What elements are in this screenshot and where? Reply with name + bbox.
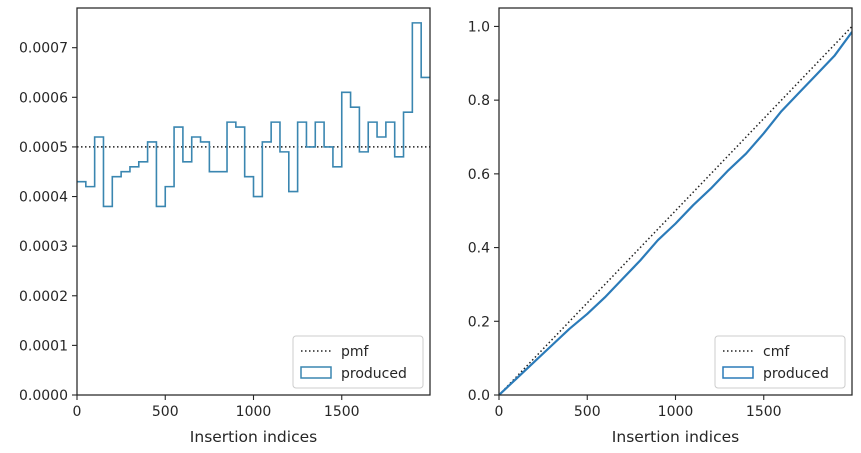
pmf-legend-produced-label: produced bbox=[341, 366, 407, 382]
pmf-bin-1 bbox=[86, 186, 95, 188]
pmf-x-axis-label: Insertion indices bbox=[190, 428, 317, 446]
pmf-bin-12 bbox=[183, 161, 192, 163]
pmf-xtick-label-2: 1000 bbox=[236, 404, 272, 420]
cmf-ytick-label-4: 0.8 bbox=[468, 93, 490, 109]
pmf-legend-pmf-label: pmf bbox=[341, 344, 370, 360]
pmf-bin-36 bbox=[395, 156, 404, 158]
pmf-bin-31 bbox=[351, 106, 360, 108]
pmf-bin-35 bbox=[386, 121, 395, 123]
pmf-bin-38 bbox=[412, 22, 421, 24]
pmf-ytick-label-5: 0.0005 bbox=[19, 140, 68, 156]
cmf-series-cmf-line bbox=[499, 25, 852, 395]
cmf-ytick-label-0: 0.0 bbox=[468, 388, 490, 404]
pmf-bin-13 bbox=[192, 136, 201, 138]
pmf-bin-8 bbox=[148, 141, 157, 143]
pmf-bin-15 bbox=[209, 171, 218, 173]
pmf-bin-7 bbox=[139, 161, 148, 163]
pmf-bin-27 bbox=[315, 121, 324, 123]
cmf-legend-cmf-label: cmf bbox=[763, 344, 790, 360]
cmf-ytick-label-3: 0.6 bbox=[468, 167, 490, 183]
pmf-bin-19 bbox=[245, 176, 254, 178]
pmf-bin-23 bbox=[280, 151, 289, 153]
cmf-xtick-label-1: 500 bbox=[574, 404, 601, 420]
cmf-ytick-label-2: 0.4 bbox=[468, 241, 490, 257]
pmf-bin-4 bbox=[112, 176, 121, 178]
pmf-legend-produced-swatch bbox=[300, 366, 332, 379]
pmf-bin-33 bbox=[368, 121, 377, 123]
pmf-bin-32 bbox=[359, 151, 368, 153]
cmf-legend-box bbox=[714, 335, 846, 389]
pmf-plot-area bbox=[77, 22, 430, 208]
pmf-bin-16 bbox=[218, 171, 227, 173]
cmf-xtick-label-2: 1000 bbox=[658, 404, 694, 420]
pmf-ytick-label-1: 0.0001 bbox=[19, 338, 68, 354]
pmf-bin-5 bbox=[121, 171, 130, 173]
pmf-bin-14 bbox=[201, 141, 210, 143]
pmf-bin-9 bbox=[156, 205, 165, 207]
pmf-ticks: 0 500 1000 1500 0.0000 0.0001 0.0002 0.0003 0.00… bbox=[19, 41, 360, 420]
cmf-xtick-label-3: 1500 bbox=[746, 404, 782, 420]
pmf-legend-box bbox=[292, 335, 424, 389]
pmf-bin-2 bbox=[95, 136, 104, 138]
pmf-bin-18 bbox=[236, 126, 245, 128]
pmf-bin-0 bbox=[77, 181, 86, 183]
cmf-plot-area bbox=[498, 25, 853, 396]
pmf-bin-22 bbox=[271, 121, 280, 123]
pmf-bin-10 bbox=[165, 186, 174, 188]
cmf-ytick-label-5: 1.0 bbox=[468, 19, 490, 35]
pmf-ytick-label-0: 0.0000 bbox=[19, 388, 68, 404]
pmf-bin-11 bbox=[174, 126, 183, 128]
pmf-ytick-label-7: 0.0007 bbox=[19, 41, 68, 57]
cmf-legend-produced-swatch bbox=[722, 366, 754, 379]
pmf-bin-3 bbox=[103, 205, 112, 207]
pmf-ytick-label-2: 0.0002 bbox=[19, 289, 68, 305]
pmf-bin-37 bbox=[404, 111, 413, 113]
pmf-bin-24 bbox=[289, 191, 298, 193]
pmf-series-produced-step bbox=[77, 22, 430, 208]
cmf-x-axis-label: Insertion indices bbox=[612, 428, 739, 446]
pmf-legend: pmf produced bbox=[292, 335, 424, 389]
pmf-ytick-label-4: 0.0004 bbox=[19, 190, 68, 206]
pmf-ytick-label-3: 0.0003 bbox=[19, 239, 68, 255]
pmf-bin-20 bbox=[254, 196, 263, 198]
pmf-bin-28 bbox=[324, 146, 333, 148]
pmf-ytick-label-6: 0.0006 bbox=[19, 90, 68, 106]
pmf-xtick-label-1: 500 bbox=[152, 404, 179, 420]
pmf-bin-34 bbox=[377, 136, 386, 138]
pmf-xtick-label-3: 1500 bbox=[324, 404, 360, 420]
pmf-bin-30 bbox=[342, 91, 351, 93]
cmf-line-panel: 0 500 1000 1500 0.0 0.2 0.4 0.6 0.8 1.0 Insertion… bbox=[468, 7, 853, 446]
pmf-bin-6 bbox=[130, 166, 139, 168]
cmf-legend-produced-label: produced bbox=[763, 366, 829, 382]
pmf-bin-17 bbox=[227, 121, 236, 123]
pmf-bin-21 bbox=[262, 141, 271, 143]
pmf-bin-26 bbox=[306, 146, 315, 148]
cmf-xtick-label-0: 0 bbox=[495, 404, 504, 420]
pmf-bin-25 bbox=[298, 121, 307, 123]
pmf-bin-39 bbox=[421, 76, 430, 78]
pmf-xtick-label-0: 0 bbox=[73, 404, 82, 420]
cmf-legend: cmf produced bbox=[714, 335, 846, 389]
cmf-ytick-label-1: 0.2 bbox=[468, 314, 490, 330]
pmf-histogram-panel: 0 500 1000 1500 0.0000 0.0001 0.0002 0.0003 0.00… bbox=[19, 7, 431, 446]
cmf-ticks: 0 500 1000 1500 0.0 0.2 0.4 0.6 0.8 1.0 bbox=[468, 19, 782, 420]
pmf-bin-29 bbox=[333, 166, 342, 168]
